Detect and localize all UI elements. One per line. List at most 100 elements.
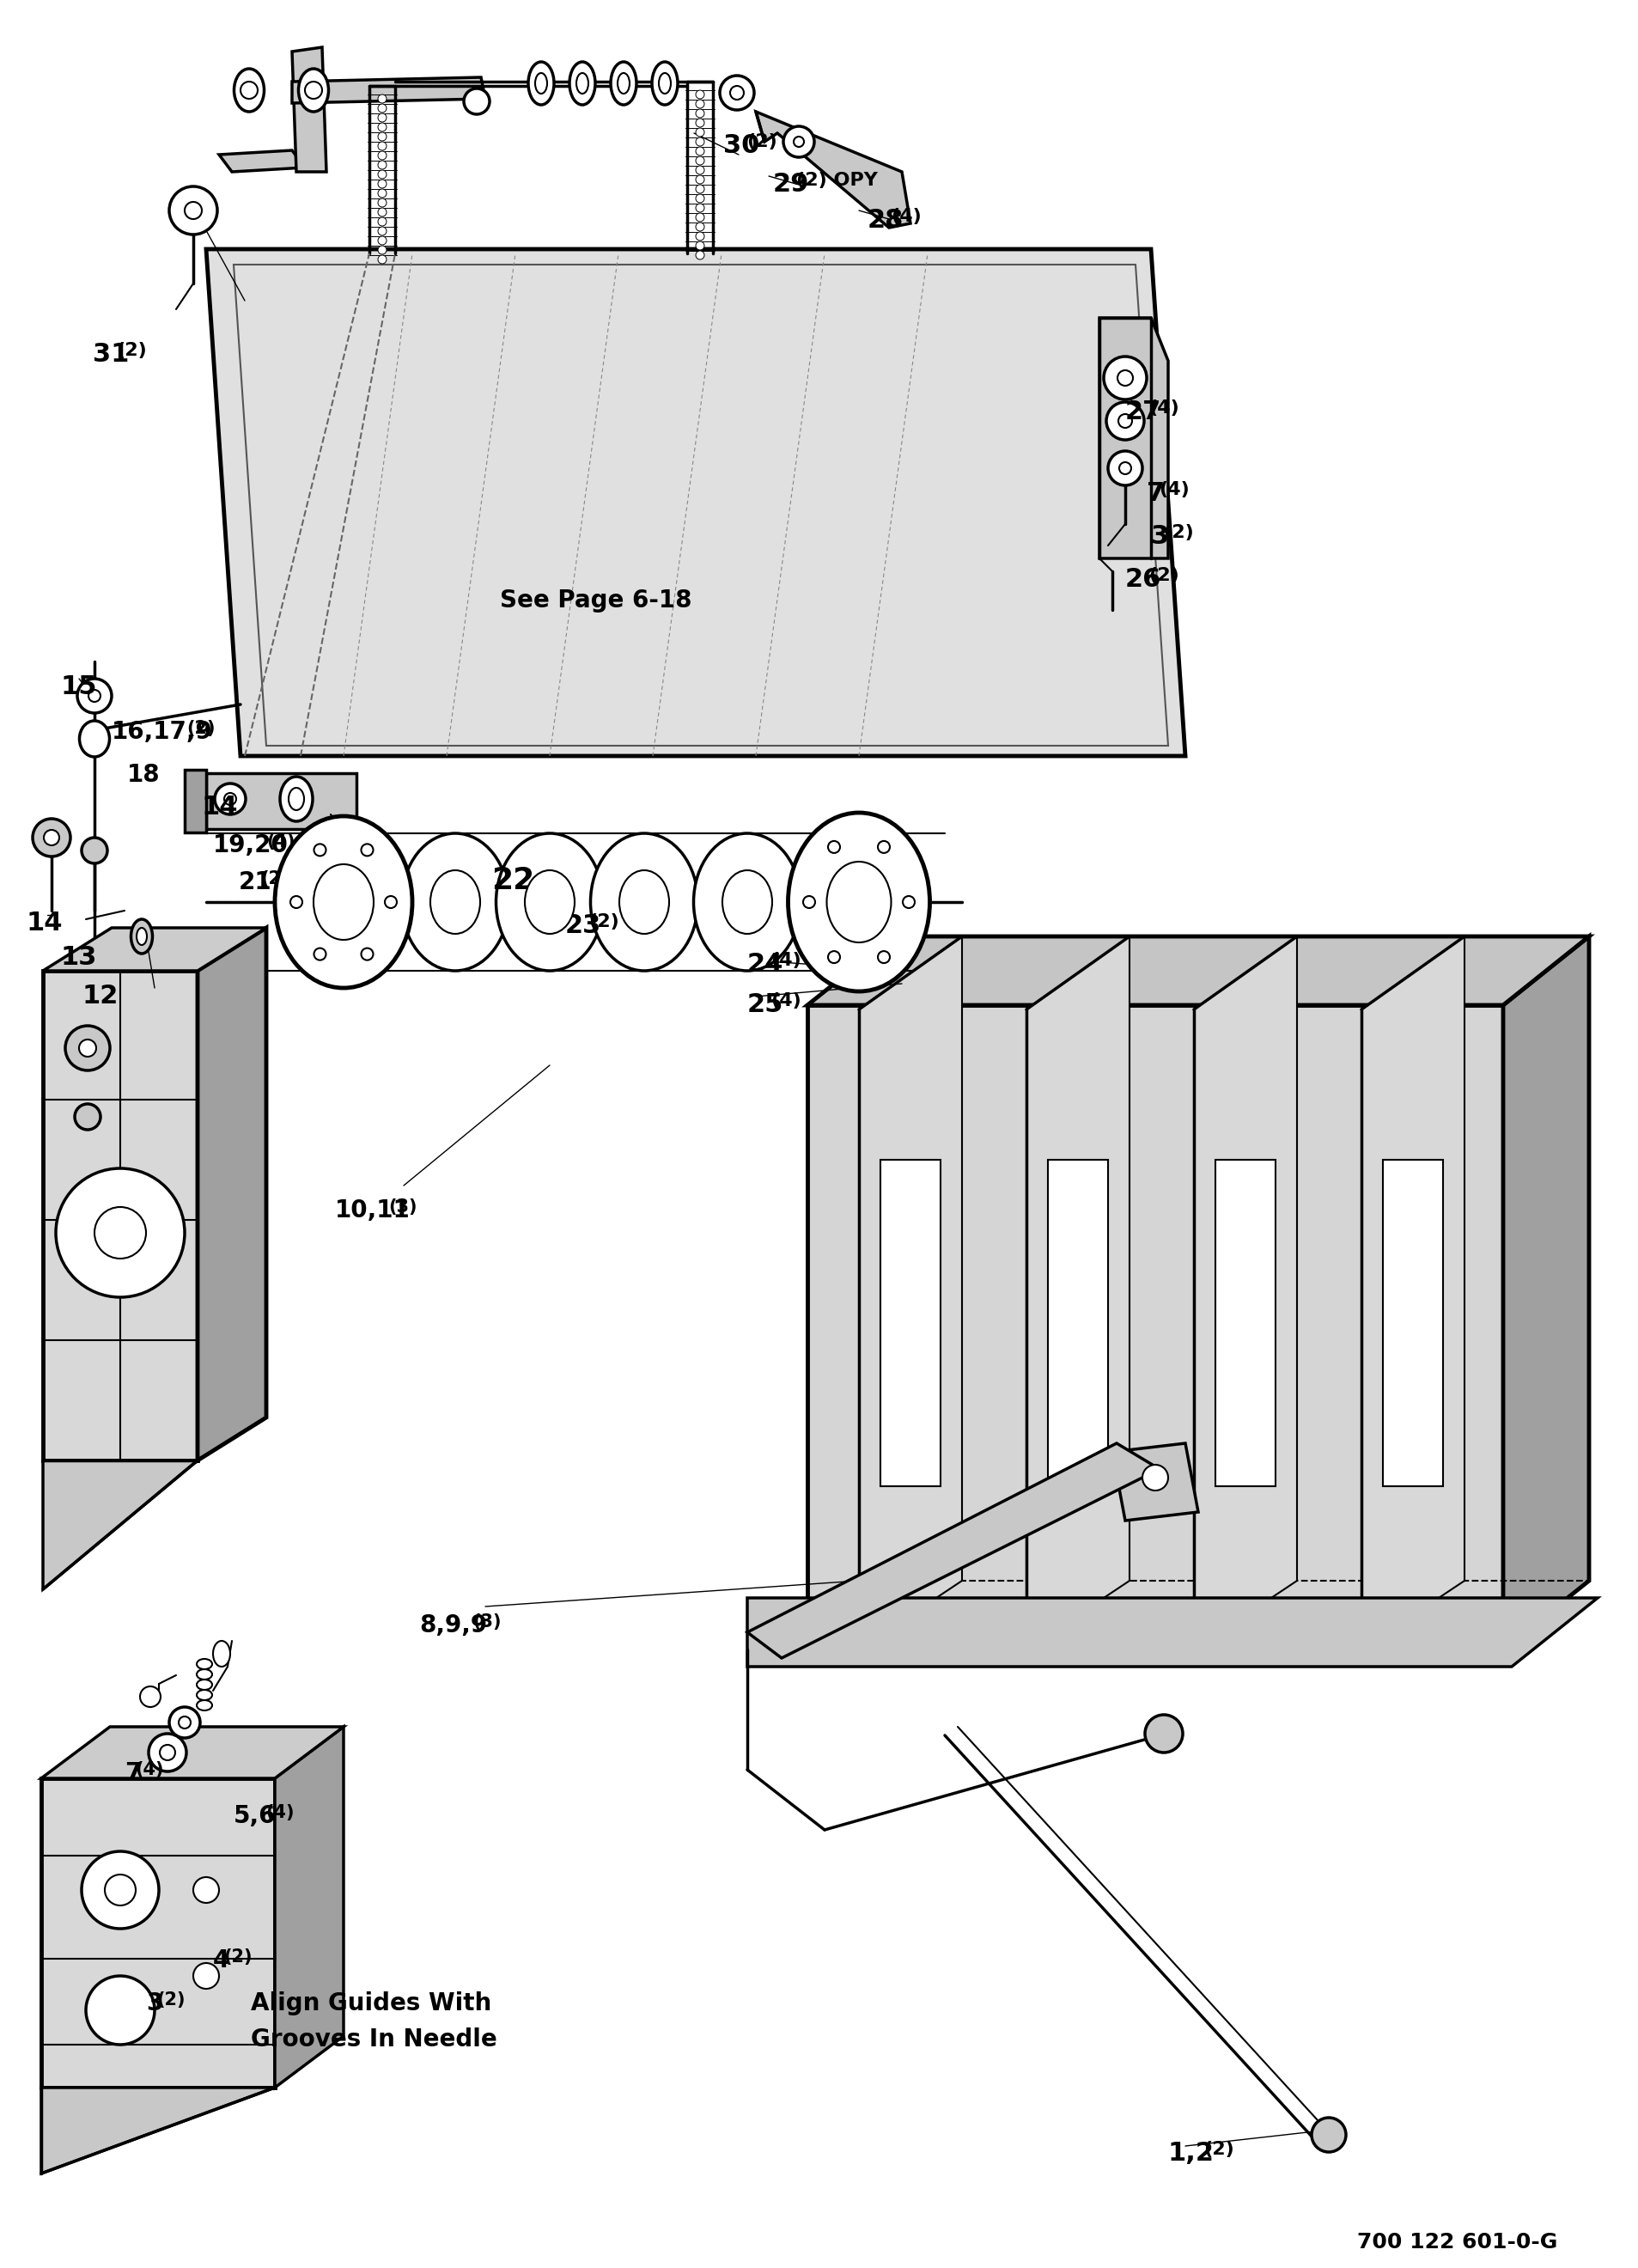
- Circle shape: [378, 256, 387, 263]
- Text: 3: 3: [1150, 524, 1168, 549]
- Text: (4): (4): [1148, 399, 1179, 417]
- Text: (2): (2): [1148, 567, 1179, 585]
- Text: (4): (4): [891, 209, 921, 225]
- Circle shape: [378, 200, 387, 206]
- Circle shape: [1119, 463, 1130, 474]
- Circle shape: [729, 86, 744, 100]
- Polygon shape: [1099, 318, 1168, 558]
- Circle shape: [149, 1733, 187, 1771]
- Text: (2): (2): [260, 871, 288, 887]
- Text: (2): (2): [1202, 2141, 1233, 2159]
- Polygon shape: [808, 937, 1589, 1005]
- Text: (2): (2): [747, 134, 776, 150]
- Circle shape: [378, 209, 387, 215]
- Bar: [1047, 1159, 1107, 1486]
- Circle shape: [139, 1687, 161, 1708]
- Text: (4): (4): [265, 832, 295, 850]
- Text: 23: 23: [565, 914, 601, 939]
- Text: 3: 3: [146, 1991, 162, 2016]
- Circle shape: [696, 127, 704, 136]
- Circle shape: [290, 896, 301, 907]
- Circle shape: [696, 156, 704, 166]
- Text: (2): (2): [157, 1991, 185, 2009]
- Text: 29: 29: [773, 172, 809, 197]
- Circle shape: [314, 844, 326, 855]
- Ellipse shape: [131, 919, 152, 953]
- Circle shape: [783, 127, 814, 156]
- Text: 24: 24: [747, 953, 783, 978]
- Ellipse shape: [618, 73, 629, 93]
- Text: 25: 25: [747, 993, 783, 1016]
- Polygon shape: [1502, 937, 1589, 1649]
- Circle shape: [1107, 451, 1142, 485]
- Polygon shape: [747, 1599, 1597, 1667]
- Circle shape: [169, 1708, 200, 1737]
- Text: (4): (4): [265, 1803, 295, 1821]
- Ellipse shape: [611, 61, 636, 104]
- Text: (2): (2): [588, 914, 619, 930]
- Text: 5,6: 5,6: [234, 1803, 277, 1828]
- Ellipse shape: [313, 864, 373, 939]
- Text: 10,11: 10,11: [334, 1198, 410, 1222]
- Circle shape: [193, 1964, 219, 1989]
- Circle shape: [159, 1744, 175, 1760]
- Text: 28: 28: [867, 209, 904, 234]
- Circle shape: [1117, 415, 1132, 429]
- Text: 27: 27: [1125, 399, 1161, 424]
- Circle shape: [378, 152, 387, 159]
- Text: 1,2: 1,2: [1168, 2141, 1214, 2166]
- Ellipse shape: [401, 832, 509, 971]
- Circle shape: [696, 91, 704, 100]
- Circle shape: [1117, 370, 1132, 386]
- Circle shape: [385, 896, 396, 907]
- Text: (3): (3): [472, 1613, 501, 1631]
- Circle shape: [378, 161, 387, 170]
- Ellipse shape: [496, 832, 603, 971]
- Text: 16,17,9: 16,17,9: [111, 719, 213, 744]
- Text: 13: 13: [61, 946, 97, 971]
- Text: Align Guides With: Align Guides With: [251, 1991, 491, 2016]
- Circle shape: [1102, 356, 1147, 399]
- Polygon shape: [1194, 937, 1296, 1649]
- Ellipse shape: [658, 73, 670, 93]
- Circle shape: [44, 830, 59, 846]
- Circle shape: [696, 118, 704, 127]
- Circle shape: [827, 841, 840, 853]
- Ellipse shape: [234, 68, 264, 111]
- Ellipse shape: [568, 61, 595, 104]
- Circle shape: [1106, 401, 1143, 440]
- Text: (4): (4): [1158, 481, 1189, 499]
- Circle shape: [88, 689, 100, 701]
- Ellipse shape: [590, 832, 698, 971]
- Circle shape: [241, 82, 257, 100]
- Text: 30: 30: [722, 134, 760, 159]
- Circle shape: [696, 213, 704, 222]
- Circle shape: [378, 236, 387, 245]
- Circle shape: [1310, 2118, 1345, 2152]
- Circle shape: [1145, 1715, 1183, 1753]
- Circle shape: [793, 136, 804, 147]
- Ellipse shape: [275, 816, 413, 989]
- Ellipse shape: [577, 73, 588, 93]
- Circle shape: [696, 184, 704, 193]
- Ellipse shape: [826, 862, 891, 943]
- Ellipse shape: [527, 61, 554, 104]
- Text: (2): (2): [187, 719, 215, 737]
- Text: (4): (4): [770, 993, 801, 1009]
- Circle shape: [378, 122, 387, 132]
- Polygon shape: [808, 1005, 1502, 1649]
- Circle shape: [378, 104, 387, 113]
- Bar: [880, 1159, 940, 1486]
- Text: 4: 4: [213, 1948, 229, 1973]
- Text: 8,9,9: 8,9,9: [419, 1613, 486, 1637]
- Circle shape: [378, 170, 387, 179]
- Circle shape: [696, 147, 704, 156]
- Polygon shape: [747, 1442, 1160, 1658]
- Text: 7: 7: [124, 1762, 141, 1785]
- Circle shape: [77, 678, 111, 712]
- Text: 15: 15: [61, 674, 97, 699]
- Polygon shape: [1361, 937, 1464, 1649]
- Bar: [206, 773, 357, 830]
- Circle shape: [378, 95, 387, 102]
- Ellipse shape: [79, 721, 110, 758]
